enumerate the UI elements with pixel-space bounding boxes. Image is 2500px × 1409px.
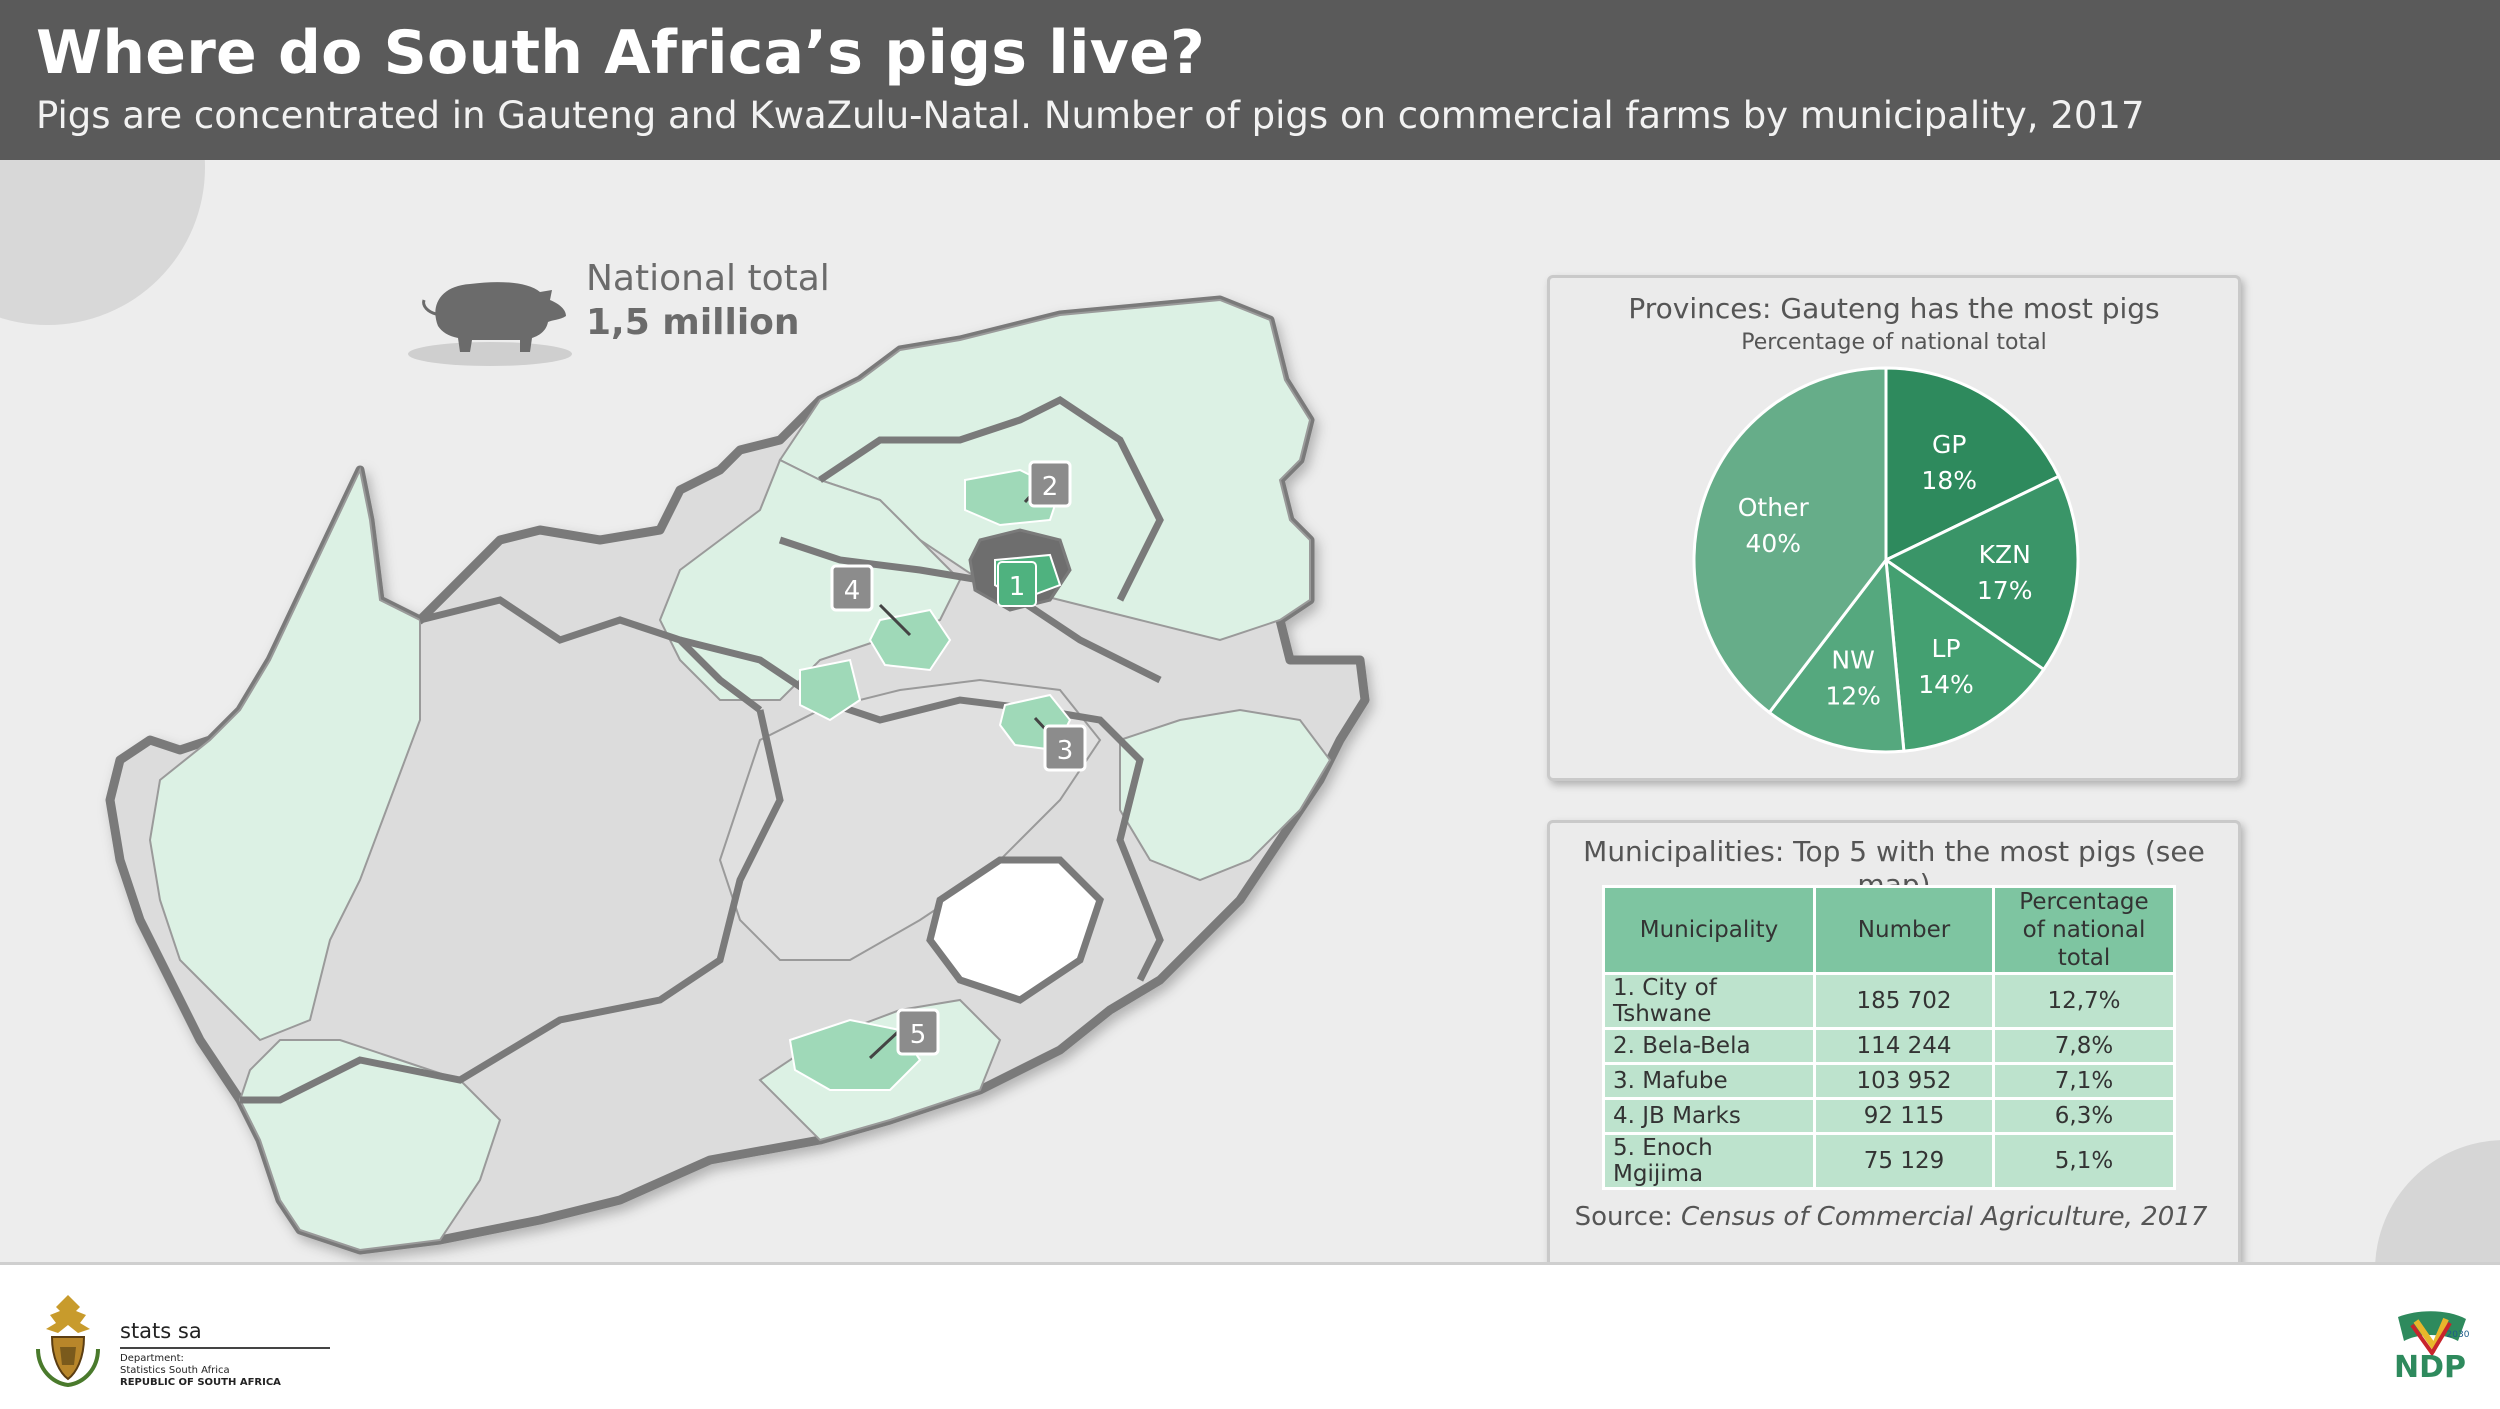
map-marker-5: 5 (868, 1008, 940, 1060)
cell-municipality: 1. City of Tshwane (1602, 972, 1816, 1030)
pie-label-lp: LP (1932, 634, 1961, 663)
brand-name: stats sa (120, 1319, 202, 1343)
municipality-table: Municipality Number Percentage of nation… (1602, 885, 2176, 1190)
cell-number: 114 244 (1813, 1027, 1995, 1065)
pie-slice-lp (1884, 556, 2046, 753)
svg-text:NDP: NDP (2394, 1350, 2466, 1383)
pie-slice-nw (1767, 556, 1906, 754)
lesotho (926, 856, 1105, 1004)
map-marker-1: 1 (997, 561, 1037, 607)
map-marker-4: 4 (830, 564, 912, 637)
municipality-5-enoch-mgijima (788, 1018, 922, 1091)
table-title: Municipalities: Top 5 with the most pigs… (1583, 835, 2205, 901)
cell-percentage: 7,8% (1992, 1027, 2176, 1065)
header: Where do South Africa’s pigs live? Pigs … (0, 0, 2500, 160)
column-header-municipality: Municipality (1602, 885, 1816, 975)
page-subtitle: Pigs are concentrated in Gauteng and Kwa… (36, 94, 2145, 137)
table-row: 2. Bela-Bela 114 244 7,8% (1602, 1027, 2176, 1065)
table-header-row: Municipality Number Percentage of nation… (1602, 885, 2176, 975)
page-title: Where do South Africa’s pigs live? (36, 18, 1206, 88)
national-total-value: 1,5 million (586, 302, 800, 343)
region-southwest (238, 1039, 502, 1252)
footer: stats sa Department: Statistics South Af… (0, 1262, 2500, 1409)
municipality-4-jb-marks (868, 608, 952, 672)
department-name: Statistics South Africa (120, 1365, 230, 1376)
south-africa-map: 1 2 3 4 5 (60, 240, 1400, 1262)
cell-municipality: 4. JB Marks (1602, 1097, 1816, 1135)
ndp-logo: 2030 NDP (2394, 1311, 2470, 1383)
source-prefix: Source: (1574, 1202, 1681, 1232)
stats-sa-logo: stats sa Department: Statistics South Af… (30, 1283, 330, 1393)
country-name: REPUBLIC OF SOUTH AFRICA (120, 1377, 281, 1388)
table-row: 4. JB Marks 92 115 6,3% (1602, 1097, 2176, 1135)
cell-number: 185 702 (1813, 972, 1995, 1030)
svg-text:1: 1 (1009, 572, 1026, 602)
pie-value-nw: 12% (1825, 681, 1881, 710)
decorative-circle (2375, 1140, 2500, 1262)
cell-percentage: 6,3% (1992, 1097, 2176, 1135)
svg-text:5: 5 (910, 1020, 927, 1050)
svg-text:2: 2 (1042, 472, 1059, 502)
svg-text:4: 4 (844, 576, 861, 606)
cell-percentage: 7,1% (1992, 1062, 2176, 1100)
map-marker-3: 3 (1033, 716, 1087, 772)
province-border (419, 596, 763, 713)
cell-number: 103 952 (1813, 1062, 1995, 1100)
region-west (148, 466, 421, 1042)
pie-label-kzn: KZN (1979, 540, 2031, 569)
province-border (240, 709, 784, 1104)
pie-value-gp: 18% (1921, 466, 1977, 495)
province-border (818, 395, 1164, 602)
pie-slice-kzn (1883, 474, 2080, 672)
cell-percentage: 12,7% (1992, 972, 2176, 1030)
province-pie-panel: Provinces: Gauteng has the most pigs Per… (1547, 275, 2241, 781)
municipality-highlight (799, 658, 862, 722)
pie-chart: GP 18% KZN 17% LP 14% NW 12% Other 40% (1692, 366, 2080, 754)
pie-value-kzn: 17% (1977, 576, 2033, 605)
pie-label-gp: GP (1932, 430, 1966, 459)
pig-icon (408, 282, 572, 366)
svg-text:2030: 2030 (2447, 1330, 2470, 1340)
department-label: Department: (120, 1353, 184, 1364)
source-name: Census of Commercial Agriculture, 2017 (1680, 1202, 2208, 1232)
column-header-percentage: Percentage of national total (1992, 885, 2176, 975)
pie-value-lp: 14% (1918, 670, 1974, 699)
cell-municipality: 3. Mafube (1602, 1062, 1816, 1100)
cell-municipality: 5. Enoch Mgijima (1602, 1132, 1816, 1190)
municipality-table-panel: Municipalities: Top 5 with the most pigs… (1547, 820, 2241, 1262)
main-content: National total 1,5 million (0, 160, 2500, 1262)
pie-slice-gp (1884, 366, 2061, 563)
source-note: Source: Census of Commercial Agriculture… (1547, 1202, 2235, 1232)
pie-label-nw: NW (1831, 645, 1874, 674)
map-svg: 1 2 3 4 5 (105, 295, 1370, 1255)
region-kzn (1119, 708, 1332, 882)
pie-subtitle: Percentage of national total (1741, 330, 2047, 355)
pie-label-other: Other (1738, 493, 1810, 522)
table-row: 3. Mafube 103 952 7,1% (1602, 1062, 2176, 1100)
table-row: 1. City of Tshwane 185 702 12,7% (1602, 972, 2176, 1030)
national-total: National total 1,5 million (400, 256, 850, 366)
svg-text:3: 3 (1057, 736, 1074, 766)
brand-divider (120, 1347, 330, 1349)
national-total-label: National total (586, 258, 830, 299)
coat-of-arms-icon (36, 1295, 100, 1388)
cell-number: 75 129 (1813, 1132, 1995, 1190)
pie-title: Provinces: Gauteng has the most pigs (1628, 292, 2160, 325)
pie-slice-other (1692, 366, 1888, 715)
map-marker-2: 2 (1023, 460, 1072, 508)
column-header-number: Number (1813, 885, 1995, 975)
cell-percentage: 5,1% (1992, 1132, 2176, 1190)
cell-number: 92 115 (1813, 1097, 1995, 1135)
pie-value-other: 40% (1745, 529, 1801, 558)
cell-municipality: 2. Bela-Bela (1602, 1027, 1816, 1065)
table-row: 5. Enoch Mgijima 75 129 5,1% (1602, 1132, 2176, 1190)
